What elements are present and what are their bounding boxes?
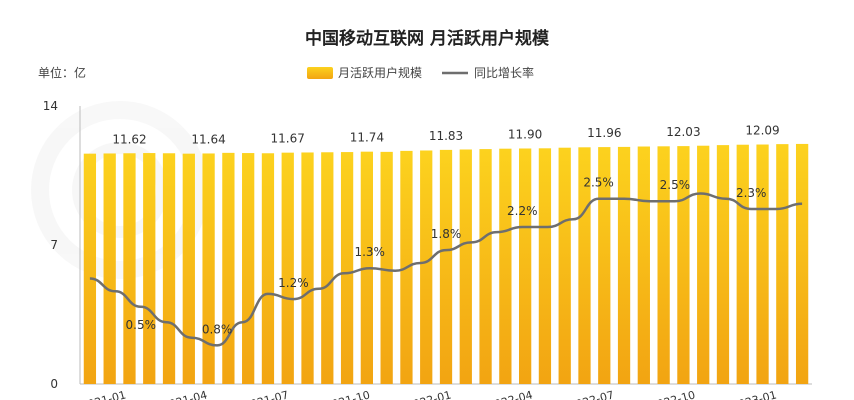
growth-value-label: 1.8% xyxy=(431,227,462,241)
bar-value-label: 12.09 xyxy=(745,124,779,138)
growth-value-label: 2.3% xyxy=(736,186,767,200)
bar xyxy=(281,152,294,384)
bar xyxy=(459,149,472,384)
bar xyxy=(677,146,690,384)
bar xyxy=(242,153,255,384)
bar-value-label: 12.03 xyxy=(666,125,700,139)
growth-value-labels: 0.5% 0.8% 1.2% 1.3% 1.8% 2.2% 2.5% 2.5% 2.3% xyxy=(126,176,767,337)
x-tick-label: 2022-01 xyxy=(405,388,453,400)
growth-line-series xyxy=(89,192,803,347)
bar xyxy=(697,145,710,384)
bar-value-label: 11.62 xyxy=(112,132,146,146)
growth-value-label: 2.5% xyxy=(660,178,691,192)
bar xyxy=(776,144,789,384)
bar xyxy=(380,151,393,384)
y-tick-label: 14 xyxy=(43,99,58,113)
bar-value-label: 11.83 xyxy=(429,129,463,143)
x-tick-label: 2021-04 xyxy=(161,388,209,400)
bar xyxy=(340,152,354,384)
bar xyxy=(143,153,156,384)
y-tick-label: 7 xyxy=(50,238,58,252)
bar xyxy=(499,148,512,384)
bar xyxy=(657,146,670,384)
bar xyxy=(479,149,492,384)
growth-line xyxy=(89,192,803,347)
x-tick-label: 2021-01 xyxy=(80,388,128,400)
x-axis-labels: 2021-01 2021-04 2021-07 2021-10 2022-01 2022-… xyxy=(80,388,778,400)
x-tick-label: 2022-10 xyxy=(649,388,697,400)
bar xyxy=(538,148,552,384)
growth-value-label: 0.5% xyxy=(126,318,157,332)
bar xyxy=(162,153,176,384)
bar xyxy=(736,144,749,384)
watermark-graphic xyxy=(31,101,209,279)
unit-label: 单位：亿 xyxy=(38,65,86,80)
bar xyxy=(202,153,215,384)
bar-series xyxy=(83,143,809,384)
x-tick-label: 2021-07 xyxy=(242,388,290,400)
bar xyxy=(420,150,433,384)
bar xyxy=(261,153,275,384)
bar xyxy=(123,153,136,384)
bar xyxy=(103,153,116,384)
y-tick-label: 0 xyxy=(50,377,58,391)
bar-value-label: 11.96 xyxy=(587,126,621,140)
bar xyxy=(222,152,235,384)
growth-value-label: 1.2% xyxy=(278,276,309,290)
bar-value-label: 11.90 xyxy=(508,128,542,142)
bar-value-label: 11.74 xyxy=(350,131,384,145)
legend-line-label: 同比增长率 xyxy=(474,65,534,80)
bar xyxy=(716,145,730,384)
bar xyxy=(321,152,334,384)
legend: 月活跃用户规模 同比增长率 xyxy=(307,65,534,80)
growth-value-label: 2.2% xyxy=(507,204,538,218)
bar-value-labels: 11.62 11.64 11.67 11.74 11.83 11.90 11.96 12.03… xyxy=(112,124,779,147)
growth-value-label: 0.8% xyxy=(202,322,233,336)
bar xyxy=(519,148,532,384)
bar-value-label: 11.67 xyxy=(271,132,305,146)
x-tick-label: 2023-01 xyxy=(730,388,778,400)
x-tick-label: 2021-10 xyxy=(324,388,372,400)
bar-value-label: 11.64 xyxy=(191,133,225,147)
chart-title: 中国移动互联网 月活跃用户规模 xyxy=(305,28,550,49)
x-tick-label: 2022-07 xyxy=(568,388,616,400)
bar xyxy=(756,144,769,384)
bar xyxy=(439,149,453,384)
growth-value-label: 2.5% xyxy=(583,176,614,190)
bar xyxy=(558,147,571,384)
legend-bar-label: 月活跃用户规模 xyxy=(338,65,422,80)
legend-bar-swatch xyxy=(307,67,333,79)
bar xyxy=(637,146,650,384)
bar xyxy=(598,147,611,384)
bar xyxy=(301,152,314,384)
bar xyxy=(795,143,809,384)
x-tick-label: 2022-04 xyxy=(486,388,534,400)
bar xyxy=(182,153,195,384)
growth-value-label: 1.3% xyxy=(354,245,385,259)
bar xyxy=(83,153,97,384)
bar xyxy=(617,146,631,384)
